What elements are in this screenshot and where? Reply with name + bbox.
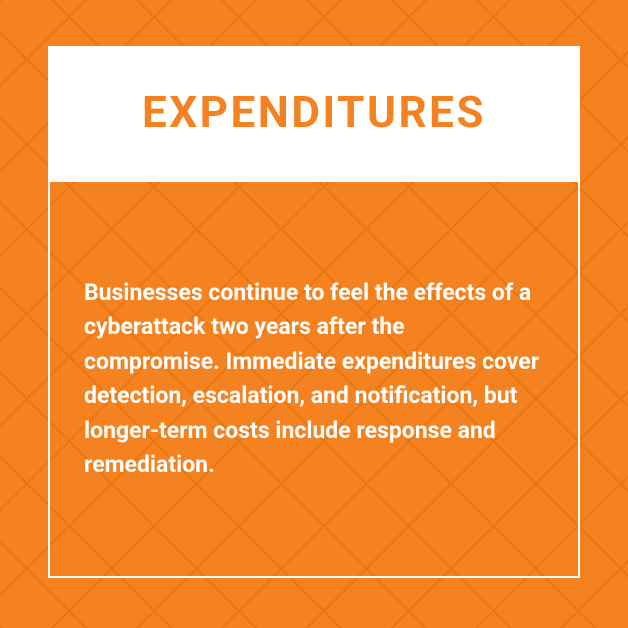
card-header: EXPENDITURES	[48, 46, 580, 182]
card-body-text: Businesses continue to feel the effects …	[84, 276, 544, 483]
card-body: Businesses continue to feel the effects …	[48, 182, 580, 578]
card-title: EXPENDITURES	[68, 86, 560, 138]
info-card: EXPENDITURES Businesses continue to feel…	[48, 46, 580, 578]
